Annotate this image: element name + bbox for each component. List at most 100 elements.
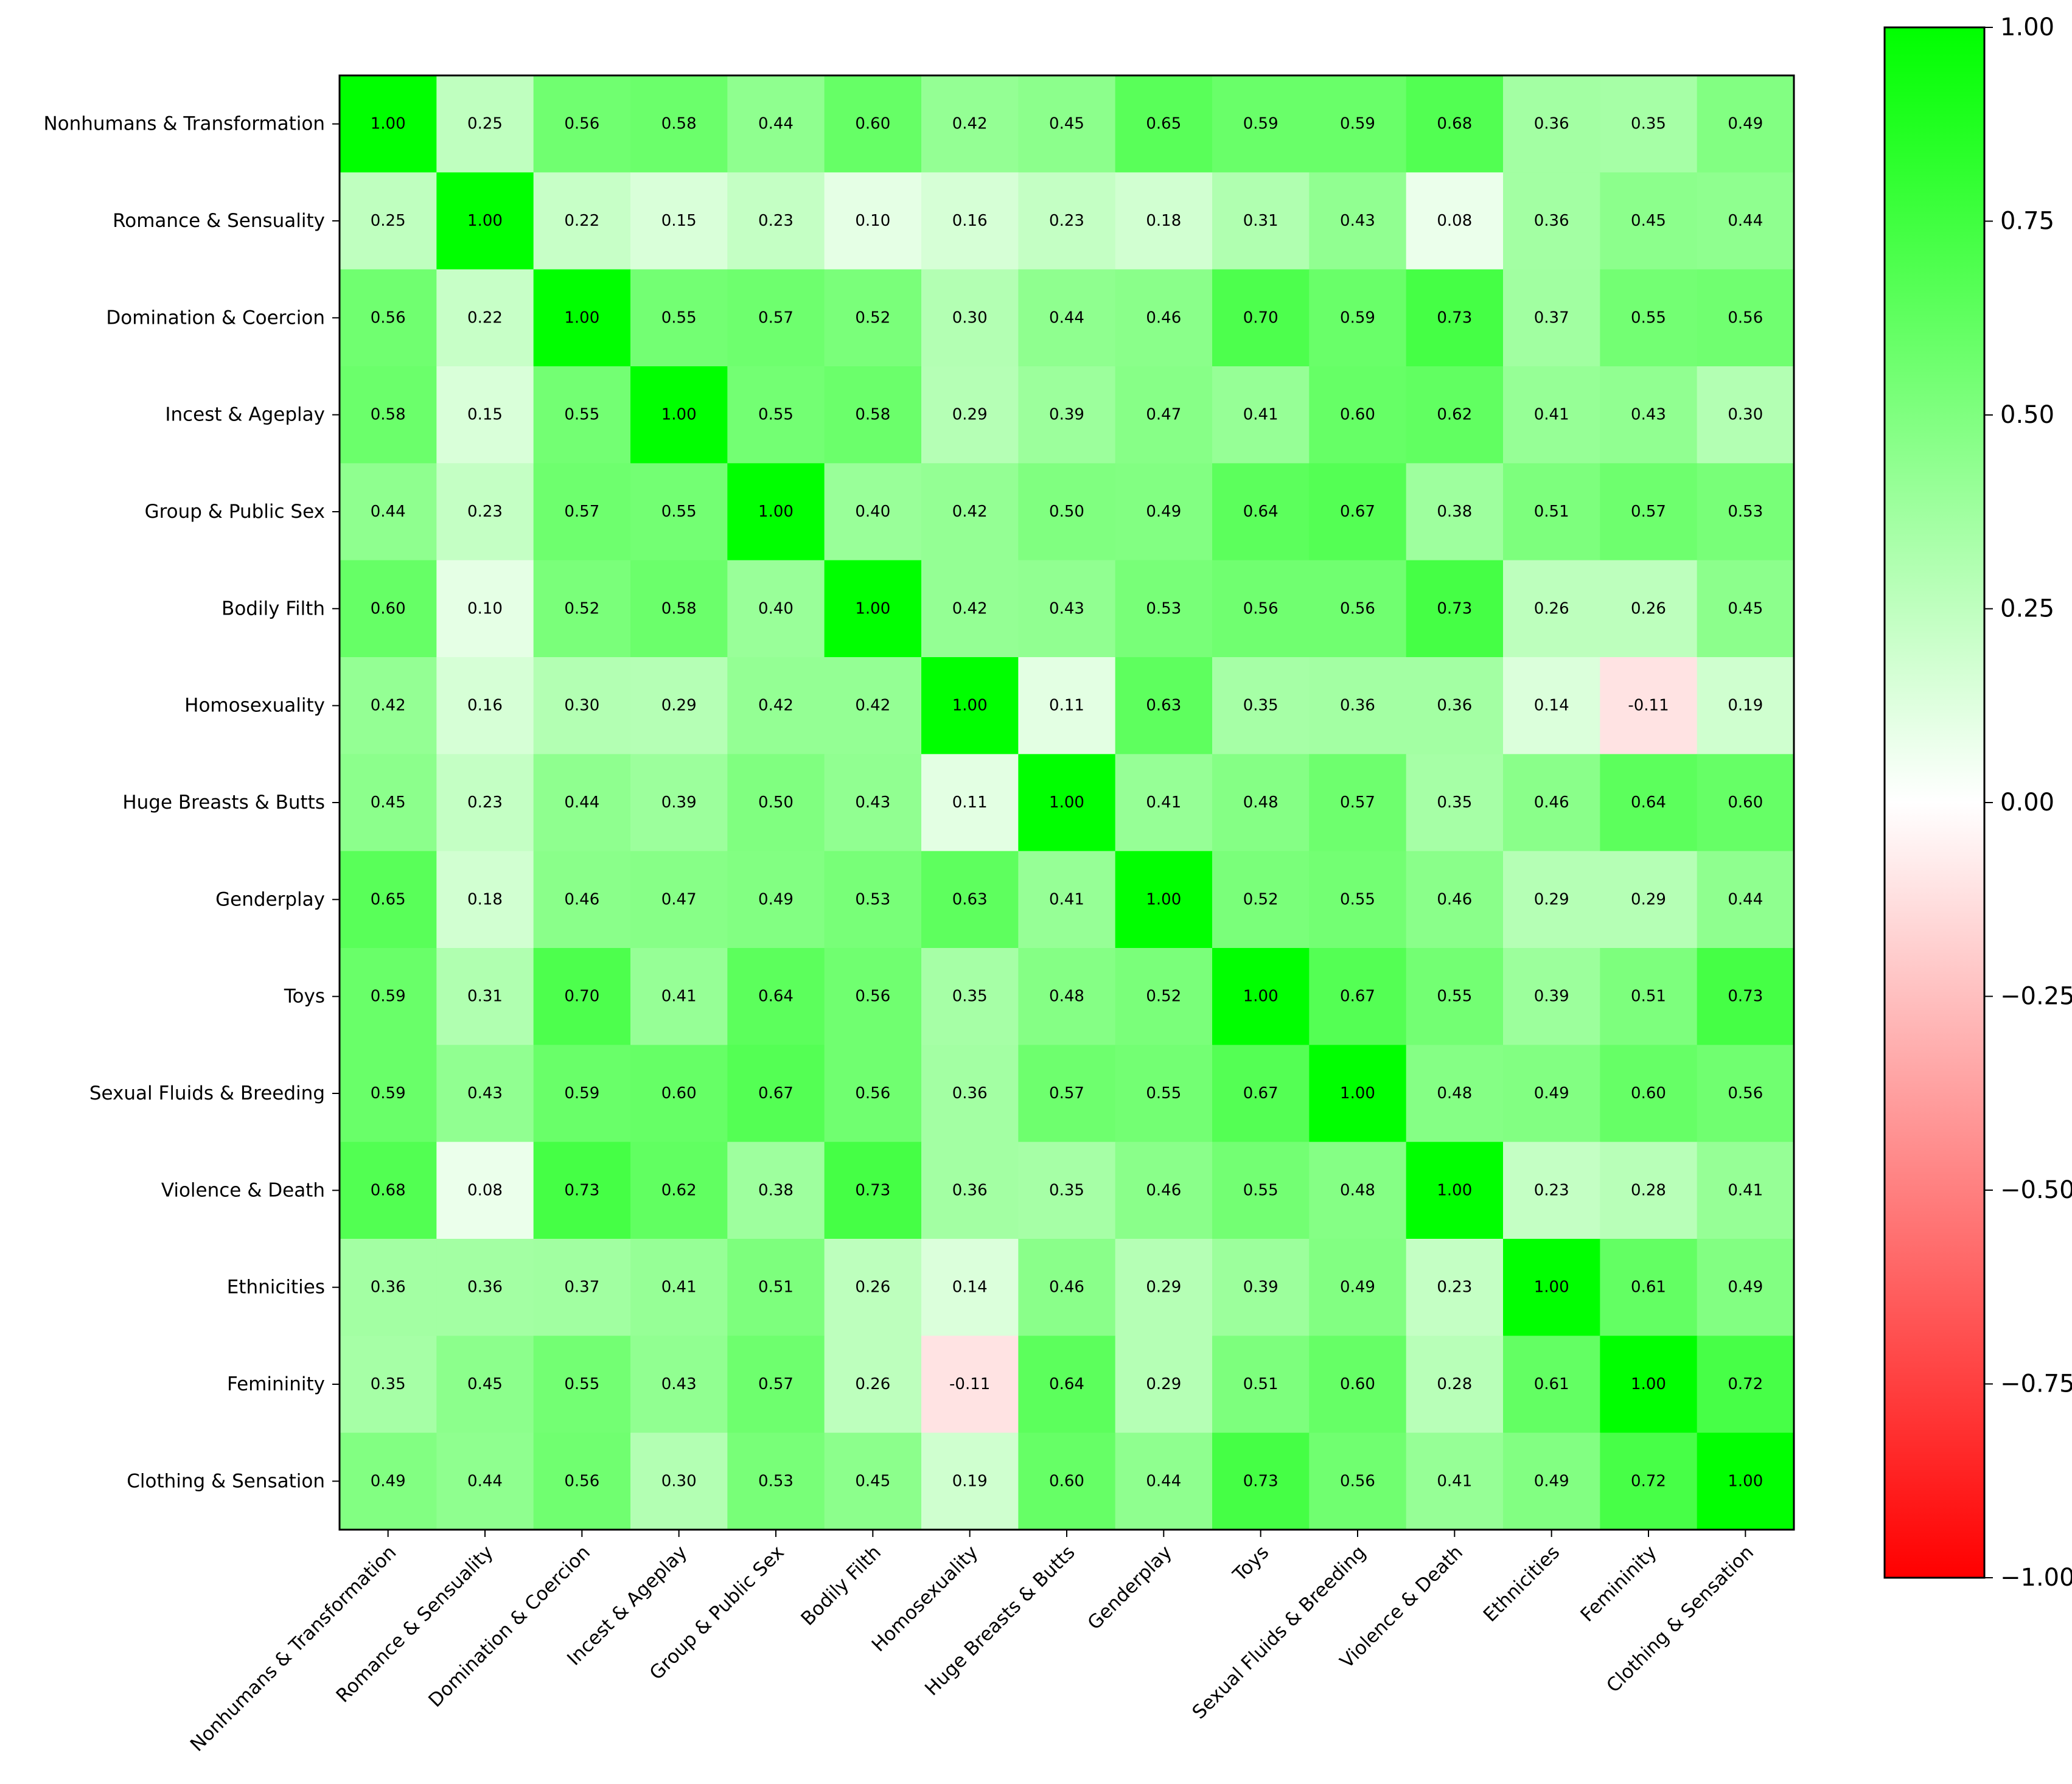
heatmap-cell-r6-c0 [340,657,437,754]
heatmap-cell-r0-c2 [533,75,631,173]
heatmap-cell-r12-c7 [1018,1239,1116,1336]
heatmap-cell-r14-c13 [1600,1432,1698,1530]
cell-value-r5-c9: 0.56 [1243,599,1278,618]
x-tick-label-sexual-fluids-and-breeding: Sexual Fluids & Breeding [1188,1541,1370,1723]
heatmap-cell-r12-c0 [340,1239,437,1336]
colorbar-tick-label-2: 0.50 [2000,401,2054,429]
heatmap-cell-r2-c5 [824,269,922,367]
cell-value-r0-c9: 0.59 [1243,115,1278,133]
cell-value-r5-c0: 0.60 [371,599,406,618]
cell-value-r13-c14: 0.72 [1728,1375,1763,1393]
cell-value-r3-c10: 0.60 [1340,406,1375,424]
cell-value-r4-c12: 0.51 [1534,503,1569,521]
cell-value-r1-c12: 0.36 [1534,212,1569,230]
cell-value-r9-c4: 0.64 [758,988,794,1006]
heatmap-cell-r1-c13 [1600,172,1698,270]
cell-value-r14-c8: 0.44 [1146,1472,1181,1490]
heatmap-cell-r9-c13 [1600,948,1698,1045]
cell-value-r10-c10: 1.00 [1340,1084,1375,1103]
heatmap-cell-r3-c3 [630,366,728,464]
cell-value-r2-c5: 0.52 [855,308,890,327]
heatmap-cell-r5-c10 [1309,560,1407,658]
cell-value-r4-c8: 0.49 [1146,503,1181,521]
heatmap-cell-r3-c4 [727,366,825,464]
heatmap-cell-r10-c4 [727,1045,825,1143]
cell-value-r6-c11: 0.36 [1437,697,1472,715]
cell-value-r3-c6: 0.29 [952,406,988,424]
heatmap-cell-r10-c0 [340,1045,437,1143]
heatmap-cell-r2-c2 [533,269,631,367]
x-tick-label-romance-and-sensuality: Romance & Sensuality [332,1541,498,1707]
cell-value-r12-c10: 0.49 [1340,1278,1375,1297]
cell-value-r7-c13: 0.64 [1631,793,1666,812]
heatmap-cell-r11-c3 [630,1141,728,1239]
heatmap-cell-r14-c14 [1697,1432,1795,1530]
cell-value-r0-c3: 0.58 [661,115,697,133]
cell-value-r2-c11: 0.73 [1437,308,1472,327]
colorbar-tick-label-3: 0.25 [2000,595,2054,623]
cell-value-r5-c3: 0.58 [661,599,697,618]
cell-value-r4-c6: 0.42 [952,503,988,521]
x-tick-label-nonhumans-and-transformation: Nonhumans & Transformation [186,1541,401,1756]
y-tick-label-toys: Toys [284,986,325,1008]
cell-value-r9-c0: 0.59 [371,988,406,1006]
cell-value-r4-c4: 1.00 [758,503,794,521]
heatmap-cell-r3-c11 [1406,366,1504,464]
cell-value-r3-c8: 0.47 [1146,406,1181,424]
cell-value-r7-c1: 0.23 [467,793,503,812]
heatmap-cell-r0-c8 [1115,75,1213,173]
heatmap-cell-r4-c13 [1600,463,1698,561]
heatmap-cell-r10-c1 [436,1045,534,1143]
heatmap-cell-r2-c0 [340,269,437,367]
heatmap-cell-r4-c4 [727,463,825,561]
cell-value-r1-c0: 0.25 [371,212,406,230]
cell-value-r11-c4: 0.38 [758,1181,794,1199]
cell-value-r11-c13: 0.28 [1631,1181,1666,1199]
cell-value-r4-c5: 0.40 [855,503,890,521]
cell-value-r7-c0: 0.45 [371,793,406,812]
cell-value-r2-c6: 0.30 [952,308,988,327]
cell-value-r2-c9: 0.70 [1243,308,1278,327]
heatmap-cell-r6-c14 [1697,657,1795,754]
cell-value-r6-c0: 0.42 [371,697,406,715]
cell-value-r10-c1: 0.43 [467,1084,503,1103]
heatmap-cell-r12-c9 [1212,1239,1310,1336]
cell-value-r13-c10: 0.60 [1340,1375,1375,1393]
heatmap-cell-r8-c0 [340,851,437,949]
cell-value-r12-c8: 0.29 [1146,1278,1181,1297]
cell-value-r2-c1: 0.22 [467,308,503,327]
heatmap-cell-r13-c10 [1309,1336,1407,1434]
heatmap-cell-r11-c11 [1406,1141,1504,1239]
cell-value-r13-c6: -0.11 [949,1375,990,1393]
heatmap-cell-r3-c7 [1018,366,1116,464]
cell-value-r8-c2: 0.46 [564,890,599,908]
cell-value-r13-c0: 0.35 [371,1375,406,1393]
heatmap-cell-r14-c4 [727,1432,825,1530]
heatmap-cell-r0-c5 [824,75,922,173]
y-tick-label-romance-and-sensuality: Romance & Sensuality [113,210,325,232]
heatmap-cell-r10-c6 [921,1045,1019,1143]
cell-value-r7-c12: 0.46 [1534,793,1569,812]
cell-value-r2-c13: 0.55 [1631,308,1666,327]
y-tick-label-domination-and-coercion: Domination & Coercion [106,307,325,329]
heatmap-cell-r5-c12 [1503,560,1600,658]
cell-value-r4-c10: 0.67 [1340,503,1375,521]
heatmap-cell-r5-c6 [921,560,1019,658]
heatmap-cell-r0-c4 [727,75,825,173]
colorbar-tick-label-7: −0.75 [2000,1370,2072,1398]
heatmap-cell-r1-c2 [533,172,631,270]
cell-value-r4-c11: 0.38 [1437,503,1472,521]
cell-value-r6-c8: 0.63 [1146,697,1181,715]
heatmap-cell-r2-c4 [727,269,825,367]
heatmap-cell-r12-c12 [1503,1239,1600,1336]
cell-value-r5-c8: 0.53 [1146,599,1181,618]
heatmap-cell-r7-c13 [1600,754,1698,852]
heatmap-cell-r12-c13 [1600,1239,1698,1336]
cell-value-r2-c10: 0.59 [1340,308,1375,327]
cell-value-r12-c5: 0.26 [855,1278,890,1297]
heatmap-cell-r8-c6 [921,851,1019,949]
heatmap-cell-r5-c1 [436,560,534,658]
cell-value-r13-c9: 0.51 [1243,1375,1278,1393]
y-tick-label-nonhumans-and-transformation: Nonhumans & Transformation [43,113,325,135]
